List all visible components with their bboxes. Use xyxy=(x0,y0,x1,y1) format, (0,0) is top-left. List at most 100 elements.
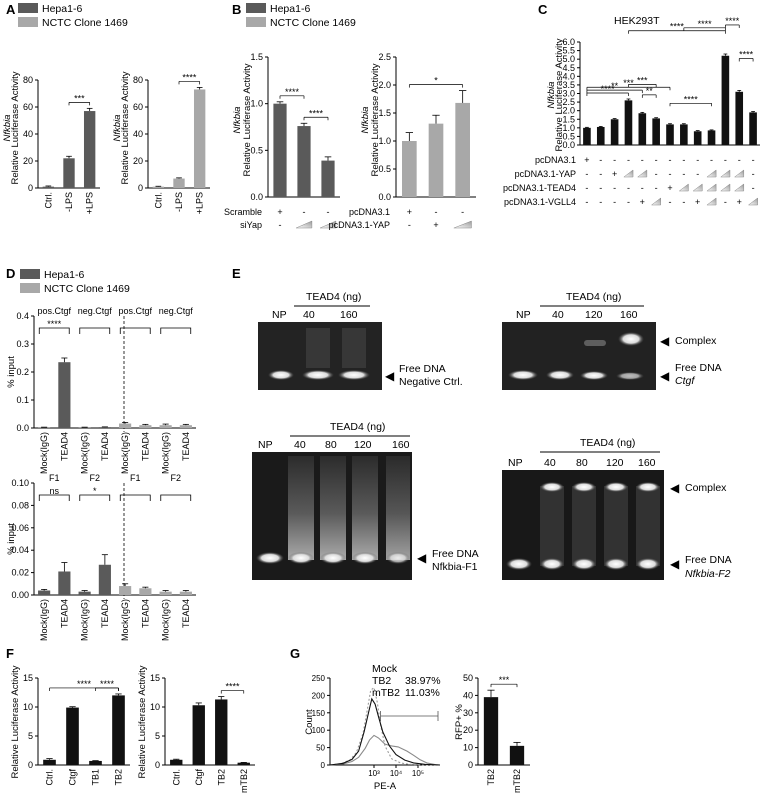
y-tick-label: 2.0 xyxy=(562,106,575,116)
y-tick-label: 0 xyxy=(138,183,143,193)
condition-mark: - xyxy=(327,207,330,217)
dose-ramp xyxy=(706,169,717,178)
condition-mark: - xyxy=(655,183,658,193)
condition-mark: + xyxy=(407,207,412,217)
bar xyxy=(38,427,51,429)
legend-label-nctc: NCTC Clone 1469 xyxy=(270,17,356,29)
condition-mark: + xyxy=(277,207,282,217)
condition-mark: - xyxy=(613,183,616,193)
condition-mark: - xyxy=(435,207,438,217)
dose-ramp xyxy=(706,197,717,206)
condition-mark: - xyxy=(696,155,699,165)
y-tick-label: 10 xyxy=(150,702,160,712)
significance-label: ** xyxy=(646,86,654,96)
gel-arrow: ◀ xyxy=(670,481,680,495)
y-tick-label: 0.02 xyxy=(11,568,29,578)
gel-band xyxy=(604,558,628,570)
group-label: pos.Ctgf xyxy=(37,306,71,316)
x-tick-label: 10³ xyxy=(368,769,380,778)
y-tick-label: 3.5 xyxy=(562,80,575,90)
gel-complex-band xyxy=(636,482,660,492)
condition-row-label: pcDNA3.1 xyxy=(349,207,390,217)
bar xyxy=(159,591,172,595)
condition-mark: + xyxy=(584,155,589,165)
gel-band xyxy=(508,370,538,380)
gel-lane-label: 80 xyxy=(576,457,588,469)
gel-label: Free DNA xyxy=(432,548,479,560)
group-bracket xyxy=(79,327,111,334)
gel-band xyxy=(572,558,596,570)
group-bracket xyxy=(119,327,151,334)
gel-lane-label: NP xyxy=(516,309,531,321)
y-tick-label: 1.0 xyxy=(250,99,263,109)
y-tick-label: 0.0 xyxy=(378,192,391,202)
gel-band xyxy=(268,370,294,380)
dose-ramp xyxy=(733,169,745,178)
y-tick-label: 50 xyxy=(463,673,473,683)
condition-mark: - xyxy=(627,155,630,165)
condition-mark: - xyxy=(627,197,630,207)
bar xyxy=(693,131,702,145)
bar xyxy=(112,695,125,765)
significance-label: *** xyxy=(74,93,85,103)
y-tick-label: 0.04 xyxy=(11,545,29,555)
y-tick-label: 5.0 xyxy=(562,54,575,64)
x-tick-label: +LPS xyxy=(85,192,95,214)
condition-mark: - xyxy=(599,197,602,207)
bar xyxy=(192,705,205,765)
condition-mark: - xyxy=(585,183,588,193)
y-tick-label: 1.0 xyxy=(562,123,575,133)
y-tick-label: 0.3 xyxy=(16,339,29,349)
gel-complex-band xyxy=(584,340,606,346)
significance-label: **** xyxy=(739,49,754,59)
y-tick-label: 5 xyxy=(28,731,33,741)
condition-mark: - xyxy=(738,155,741,165)
gel-lane-label: 120 xyxy=(585,309,603,321)
gel-band xyxy=(506,558,532,570)
y-tick-label: 5 xyxy=(155,731,160,741)
condition-mark: - xyxy=(613,155,616,165)
gel-label: Complex xyxy=(685,482,727,494)
gel-band xyxy=(338,370,370,380)
condition-mark: - xyxy=(279,220,282,230)
y-tick-label: 30 xyxy=(463,708,473,718)
group-bracket xyxy=(160,327,192,334)
gel-band xyxy=(636,558,660,570)
condition-mark: - xyxy=(641,183,644,193)
significance-label: **** xyxy=(47,319,62,329)
gel-band xyxy=(302,370,334,380)
y-tick-label: 0.00 xyxy=(11,590,29,600)
x-tick-label: Ctgf xyxy=(68,769,78,786)
dose-ramp xyxy=(295,220,313,229)
x-tick-label: TEAD4 xyxy=(100,599,110,628)
gel-band xyxy=(386,552,410,564)
legend-label-hepa: Hepa1-6 xyxy=(270,3,310,15)
y-axis-gene-label: Nfkbia xyxy=(112,115,123,142)
significance-label: **** xyxy=(725,16,740,26)
x-tick-label: TEAD4 xyxy=(140,599,150,628)
bar xyxy=(273,103,287,197)
x-tick-label: TEAD4 xyxy=(140,432,150,461)
dose-ramp xyxy=(637,169,648,178)
y-tick-label: 0.08 xyxy=(11,500,29,510)
y-axis-label: Relative Luciferase Activity xyxy=(10,665,21,778)
bar xyxy=(193,89,206,188)
bar xyxy=(483,697,499,765)
x-tick-label: +LPS xyxy=(195,192,205,214)
y-tick-label: 80 xyxy=(23,75,33,85)
y-tick-label: 5.5 xyxy=(562,46,575,56)
y-tick-label: 0.5 xyxy=(378,164,391,174)
x-tick-label: TEAD4 xyxy=(59,599,69,628)
gel-complex-band xyxy=(618,332,644,346)
gel-lane-label: 120 xyxy=(606,457,624,469)
condition-mark: + xyxy=(667,183,672,193)
y-tick-label: 0 xyxy=(28,760,33,770)
condition-row-label: siYap xyxy=(240,220,262,230)
dose-ramp xyxy=(453,220,472,229)
x-tick-label: TB2 xyxy=(486,769,496,786)
x-tick-label: Mock(IgG) xyxy=(80,599,90,641)
legend-entry: TB2 xyxy=(372,675,391,687)
